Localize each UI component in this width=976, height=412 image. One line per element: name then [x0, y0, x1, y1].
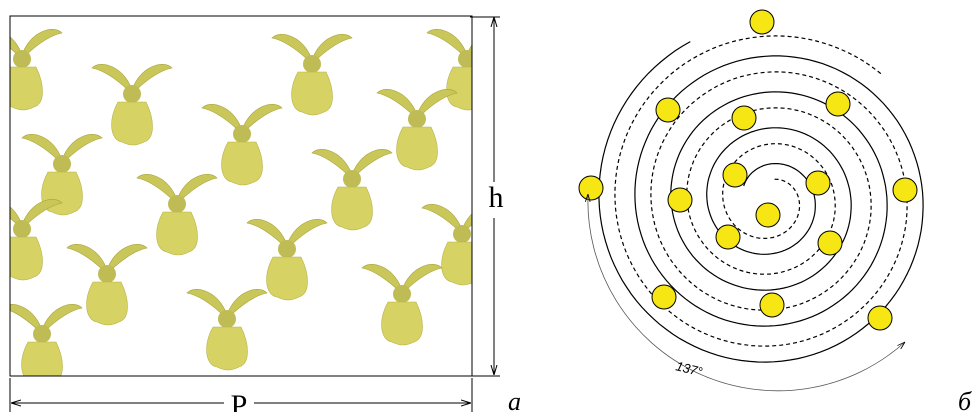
primordium — [760, 293, 784, 317]
plant-body — [332, 187, 373, 230]
leaf — [64, 134, 102, 160]
plant-head — [13, 220, 31, 238]
height-label: h — [489, 181, 504, 214]
primordium — [893, 178, 917, 202]
plant-head — [458, 50, 476, 68]
leaf — [314, 34, 352, 60]
plant-head — [303, 55, 321, 73]
leaf — [109, 244, 147, 270]
plant — [362, 264, 442, 345]
plant-head — [408, 110, 426, 128]
plant-pattern — [0, 29, 507, 385]
leaf — [247, 219, 285, 245]
plant-head — [343, 170, 361, 188]
panel-label: б — [958, 387, 972, 412]
plant-head — [168, 195, 186, 213]
plant — [137, 174, 217, 255]
leaf — [22, 134, 60, 160]
primordium — [723, 163, 747, 187]
leaf — [24, 29, 62, 55]
panel-label: a — [508, 387, 521, 412]
leaf — [44, 304, 82, 330]
plant-body — [222, 142, 263, 185]
plant-head — [53, 155, 71, 173]
period-label: P — [231, 389, 248, 412]
leaf — [137, 174, 175, 200]
primordium — [750, 10, 774, 34]
primordium — [818, 231, 842, 255]
leaf — [422, 204, 460, 230]
primordium — [868, 306, 892, 330]
plant-head — [393, 285, 411, 303]
plant — [2, 304, 82, 385]
leaf — [202, 104, 240, 130]
plant-head — [218, 310, 236, 328]
plant-head — [123, 85, 141, 103]
plant — [67, 244, 147, 325]
plant-body — [22, 342, 63, 385]
primordium — [668, 188, 692, 212]
plant-head — [453, 225, 471, 243]
leaf — [92, 64, 130, 90]
primordium — [716, 225, 740, 249]
plant-body — [2, 67, 43, 110]
leaf — [187, 289, 225, 315]
plant — [247, 219, 327, 300]
plant-body — [397, 127, 438, 170]
angle-label: 137° — [674, 358, 704, 379]
leaf — [229, 289, 267, 315]
leaf — [469, 29, 507, 55]
leaf — [67, 244, 105, 270]
plant-head — [13, 50, 31, 68]
plant-head — [33, 325, 51, 343]
plant — [92, 64, 172, 145]
plant-body — [447, 67, 488, 110]
plant-body — [207, 327, 248, 370]
figure: h P a 137° б — [0, 0, 976, 412]
primordium — [579, 176, 603, 200]
leaf — [244, 104, 282, 130]
plant-head — [98, 265, 116, 283]
leaf — [312, 149, 350, 175]
leaf — [354, 149, 392, 175]
primordium — [806, 171, 830, 195]
leaf — [377, 89, 415, 115]
phyllotaxis-spiral — [579, 10, 923, 362]
primordium — [732, 106, 756, 130]
leaf — [427, 29, 465, 55]
plant-head — [233, 125, 251, 143]
leaf — [289, 219, 327, 245]
leaf — [134, 64, 172, 90]
plant — [0, 29, 62, 110]
leaf — [272, 34, 310, 60]
leaf — [2, 304, 40, 330]
plant-body — [267, 257, 308, 300]
plant-body — [2, 237, 43, 280]
plant-body — [382, 302, 423, 345]
leaf — [362, 264, 400, 290]
plant — [202, 104, 282, 185]
leaf — [179, 174, 217, 200]
plant-body — [87, 282, 128, 325]
primordium — [826, 92, 850, 116]
plant-body — [442, 242, 483, 285]
plant-head — [278, 240, 296, 258]
plant — [187, 289, 267, 370]
plant-body — [292, 72, 333, 115]
primordium — [756, 203, 780, 227]
plant-body — [112, 102, 153, 145]
primordium — [652, 285, 676, 309]
plant — [312, 149, 392, 230]
leaf — [404, 264, 442, 290]
plant — [377, 89, 457, 170]
primordium — [656, 98, 680, 122]
plant-body — [157, 212, 198, 255]
plant — [272, 34, 352, 115]
